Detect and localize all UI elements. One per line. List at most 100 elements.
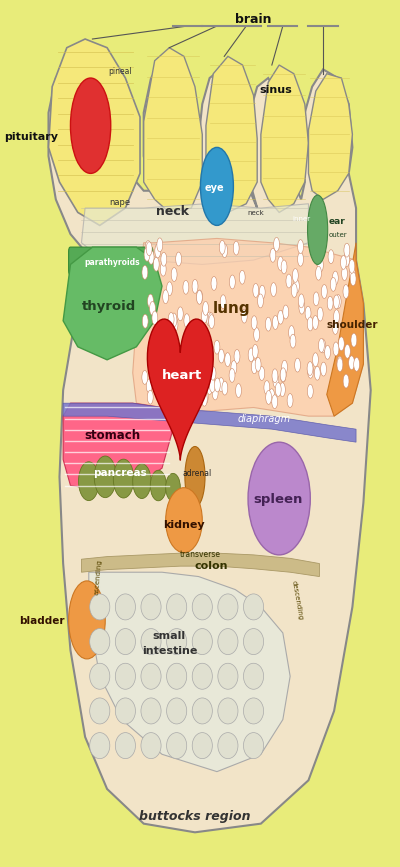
Text: bladder: bladder bbox=[20, 616, 65, 626]
Circle shape bbox=[210, 366, 216, 380]
Circle shape bbox=[291, 284, 297, 297]
Circle shape bbox=[214, 378, 220, 392]
Ellipse shape bbox=[166, 733, 187, 759]
Circle shape bbox=[219, 240, 225, 254]
Circle shape bbox=[264, 381, 270, 394]
Circle shape bbox=[222, 244, 228, 257]
Circle shape bbox=[171, 268, 177, 282]
Ellipse shape bbox=[115, 629, 136, 655]
Circle shape bbox=[307, 317, 313, 331]
Polygon shape bbox=[206, 56, 257, 212]
Circle shape bbox=[354, 357, 360, 371]
Ellipse shape bbox=[308, 195, 328, 264]
Circle shape bbox=[295, 358, 300, 372]
Circle shape bbox=[163, 290, 168, 303]
Circle shape bbox=[225, 353, 230, 367]
Circle shape bbox=[192, 279, 198, 293]
Circle shape bbox=[146, 379, 152, 393]
Circle shape bbox=[332, 321, 338, 335]
Ellipse shape bbox=[141, 629, 161, 655]
Circle shape bbox=[343, 375, 349, 388]
Circle shape bbox=[328, 250, 334, 264]
Text: adrenal: adrenal bbox=[182, 469, 212, 478]
Circle shape bbox=[337, 356, 343, 370]
Circle shape bbox=[142, 315, 148, 329]
Circle shape bbox=[338, 337, 344, 351]
Text: shoulder: shoulder bbox=[327, 320, 378, 330]
Circle shape bbox=[344, 344, 350, 358]
Circle shape bbox=[218, 378, 224, 392]
Circle shape bbox=[340, 256, 346, 270]
Circle shape bbox=[251, 360, 257, 374]
Circle shape bbox=[167, 316, 173, 330]
Circle shape bbox=[313, 292, 319, 306]
FancyBboxPatch shape bbox=[69, 247, 153, 275]
Circle shape bbox=[307, 384, 313, 398]
Ellipse shape bbox=[150, 470, 166, 501]
Circle shape bbox=[255, 357, 261, 371]
Ellipse shape bbox=[141, 733, 161, 759]
Ellipse shape bbox=[192, 594, 212, 620]
Circle shape bbox=[280, 368, 286, 381]
Polygon shape bbox=[48, 39, 140, 225]
Ellipse shape bbox=[133, 464, 151, 499]
Circle shape bbox=[332, 271, 338, 285]
Circle shape bbox=[298, 252, 304, 266]
Circle shape bbox=[286, 274, 292, 288]
Ellipse shape bbox=[166, 663, 187, 689]
Circle shape bbox=[146, 242, 152, 256]
Circle shape bbox=[190, 328, 196, 342]
Ellipse shape bbox=[244, 698, 264, 724]
Circle shape bbox=[142, 370, 148, 384]
Circle shape bbox=[265, 317, 271, 331]
Circle shape bbox=[278, 257, 284, 271]
Circle shape bbox=[196, 290, 202, 304]
Ellipse shape bbox=[218, 594, 238, 620]
Circle shape bbox=[318, 338, 324, 352]
Circle shape bbox=[210, 379, 215, 393]
Ellipse shape bbox=[192, 663, 212, 689]
Polygon shape bbox=[63, 403, 356, 442]
Circle shape bbox=[211, 277, 217, 290]
Circle shape bbox=[321, 284, 327, 298]
Ellipse shape bbox=[244, 594, 264, 620]
Circle shape bbox=[316, 266, 322, 280]
Circle shape bbox=[155, 244, 161, 257]
Circle shape bbox=[200, 147, 234, 225]
Circle shape bbox=[202, 310, 207, 323]
Polygon shape bbox=[327, 243, 363, 416]
Circle shape bbox=[144, 247, 150, 261]
Text: outer: outer bbox=[329, 232, 347, 238]
Circle shape bbox=[280, 368, 286, 382]
Circle shape bbox=[222, 381, 228, 395]
Circle shape bbox=[230, 275, 235, 289]
Circle shape bbox=[349, 266, 355, 280]
Text: ear: ear bbox=[329, 218, 345, 226]
Circle shape bbox=[231, 361, 237, 375]
Circle shape bbox=[177, 307, 183, 321]
Text: neck: neck bbox=[156, 205, 190, 218]
Circle shape bbox=[206, 381, 212, 394]
Circle shape bbox=[212, 386, 218, 400]
Circle shape bbox=[160, 262, 166, 276]
Circle shape bbox=[202, 390, 208, 404]
Circle shape bbox=[70, 78, 111, 173]
Circle shape bbox=[167, 342, 172, 356]
Polygon shape bbox=[82, 204, 308, 264]
Circle shape bbox=[344, 244, 350, 257]
Circle shape bbox=[317, 307, 323, 321]
Circle shape bbox=[320, 362, 326, 376]
Text: stomach: stomach bbox=[84, 429, 141, 441]
Circle shape bbox=[334, 310, 340, 323]
Ellipse shape bbox=[90, 698, 110, 724]
Ellipse shape bbox=[141, 698, 161, 724]
Ellipse shape bbox=[115, 698, 136, 724]
Polygon shape bbox=[144, 48, 202, 212]
Circle shape bbox=[344, 252, 350, 266]
Circle shape bbox=[174, 356, 180, 370]
Circle shape bbox=[298, 294, 304, 308]
Circle shape bbox=[209, 315, 214, 329]
Ellipse shape bbox=[248, 442, 310, 555]
Circle shape bbox=[239, 271, 245, 284]
Polygon shape bbox=[48, 61, 371, 832]
